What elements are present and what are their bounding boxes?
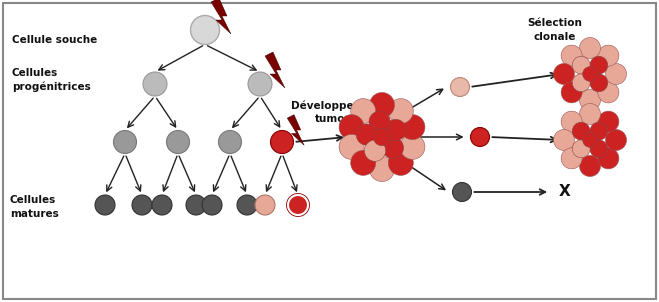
Circle shape — [572, 74, 590, 92]
Circle shape — [583, 133, 597, 147]
Circle shape — [572, 56, 590, 74]
Circle shape — [339, 115, 364, 140]
Circle shape — [186, 195, 206, 215]
Circle shape — [579, 89, 600, 111]
Circle shape — [451, 78, 469, 97]
Circle shape — [606, 63, 627, 85]
Circle shape — [606, 130, 627, 150]
Circle shape — [598, 148, 619, 169]
Text: Développement
tumoral: Développement tumoral — [291, 100, 384, 124]
Circle shape — [561, 148, 582, 169]
Circle shape — [132, 195, 152, 215]
Circle shape — [583, 67, 597, 81]
Polygon shape — [265, 52, 285, 88]
Circle shape — [237, 195, 257, 215]
Circle shape — [219, 130, 241, 153]
Circle shape — [554, 130, 575, 150]
Polygon shape — [211, 0, 231, 34]
Circle shape — [598, 111, 619, 132]
Circle shape — [598, 82, 619, 103]
Text: Cellule souche: Cellule souche — [12, 35, 98, 45]
Circle shape — [400, 115, 425, 140]
Circle shape — [590, 74, 608, 92]
Circle shape — [248, 72, 272, 96]
Circle shape — [590, 140, 608, 158]
Circle shape — [561, 111, 582, 132]
Circle shape — [598, 45, 619, 66]
Circle shape — [590, 122, 608, 140]
Circle shape — [579, 37, 600, 59]
Circle shape — [388, 150, 413, 175]
FancyBboxPatch shape — [3, 3, 656, 299]
Circle shape — [572, 140, 590, 158]
Circle shape — [202, 195, 222, 215]
Circle shape — [339, 134, 364, 159]
Circle shape — [167, 130, 190, 153]
Text: X: X — [559, 185, 571, 200]
Circle shape — [95, 195, 115, 215]
Circle shape — [351, 150, 376, 175]
Circle shape — [453, 182, 471, 201]
Circle shape — [579, 104, 600, 124]
Circle shape — [152, 195, 172, 215]
Polygon shape — [287, 115, 304, 145]
Circle shape — [471, 127, 490, 146]
Circle shape — [373, 128, 391, 146]
Circle shape — [369, 111, 390, 133]
Circle shape — [590, 56, 608, 74]
Circle shape — [255, 195, 275, 215]
Text: Sélection
clonale: Sélection clonale — [528, 18, 583, 42]
Circle shape — [370, 92, 395, 117]
Circle shape — [288, 195, 308, 215]
Circle shape — [561, 82, 582, 103]
Circle shape — [270, 130, 293, 153]
Circle shape — [357, 124, 378, 145]
Circle shape — [143, 72, 167, 96]
Circle shape — [370, 156, 395, 182]
Text: Cellules
matures: Cellules matures — [10, 195, 59, 219]
Circle shape — [579, 156, 600, 176]
Circle shape — [351, 99, 376, 124]
Circle shape — [113, 130, 136, 153]
Circle shape — [554, 63, 575, 85]
Circle shape — [572, 122, 590, 140]
Circle shape — [388, 99, 413, 124]
Circle shape — [382, 137, 403, 159]
Circle shape — [385, 119, 407, 141]
Circle shape — [561, 45, 582, 66]
Circle shape — [364, 140, 386, 161]
Circle shape — [190, 15, 219, 44]
Circle shape — [400, 134, 425, 159]
Text: Cellules
progénitrices: Cellules progénitrices — [12, 68, 91, 92]
